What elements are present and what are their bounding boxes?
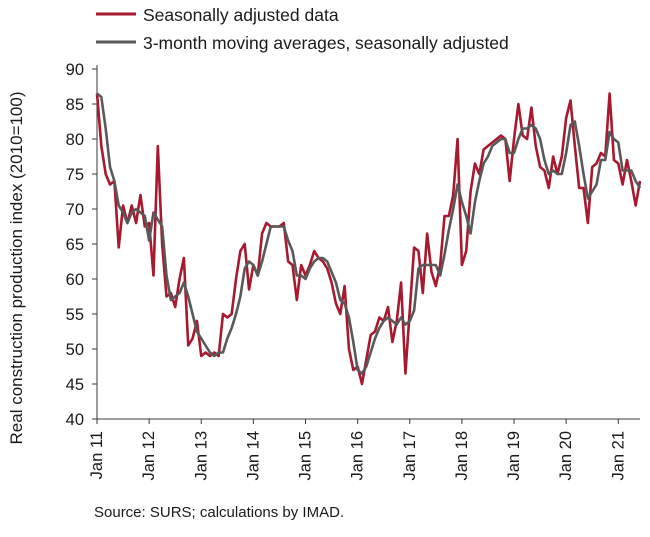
source-note: Source: SURS; calculations by IMAD. (94, 504, 345, 521)
y-tick-label: 65 (66, 236, 84, 254)
plot-lines (95, 92, 642, 386)
x-tick-label: Jan 21 (609, 431, 627, 481)
y-tick-label: 60 (66, 271, 84, 289)
x-tick-label: Jan 11 (88, 431, 106, 479)
y-tick-label: 55 (66, 306, 84, 324)
series-line-seasonally-adjusted (95, 92, 642, 386)
legend-label: Seasonally adjusted data (143, 5, 339, 25)
x-tick-label: Jan 16 (349, 431, 367, 481)
x-tick-label: Jan 15 (297, 431, 315, 481)
y-tick-label: 90 (66, 61, 84, 79)
x-tick-label: Jan 19 (505, 431, 523, 481)
series-line-moving-average (96, 92, 642, 375)
y-axis: 40 45 50 55 60 65 70 75 80 85 90 (66, 61, 98, 429)
legend-label: 3-month moving averages, seasonally adju… (143, 33, 509, 53)
x-tick-label: Jan 13 (192, 431, 210, 481)
y-tick-label: 40 (66, 411, 84, 429)
y-axis-label: Real construction production index (2010… (7, 92, 26, 445)
x-axis: Jan 11 Jan 12 Jan 13 Jan 14 Jan 15 Jan 16 Jan … (88, 418, 640, 481)
y-tick-label: 45 (66, 376, 84, 394)
y-tick-label: 85 (66, 96, 84, 114)
y-tick-label: 80 (66, 131, 84, 149)
x-tick-label: Jan 20 (557, 431, 575, 481)
x-tick-label: Jan 17 (401, 431, 419, 481)
x-tick-label: Jan 18 (453, 431, 471, 481)
x-tick-label: Jan 14 (244, 431, 262, 481)
legend: Seasonally adjusted data 3-month moving a… (96, 5, 509, 53)
x-tick-label: Jan 12 (140, 431, 158, 481)
y-tick-label: 50 (66, 341, 84, 359)
y-tick-label: 70 (66, 201, 84, 219)
y-tick-label: 75 (66, 166, 84, 184)
